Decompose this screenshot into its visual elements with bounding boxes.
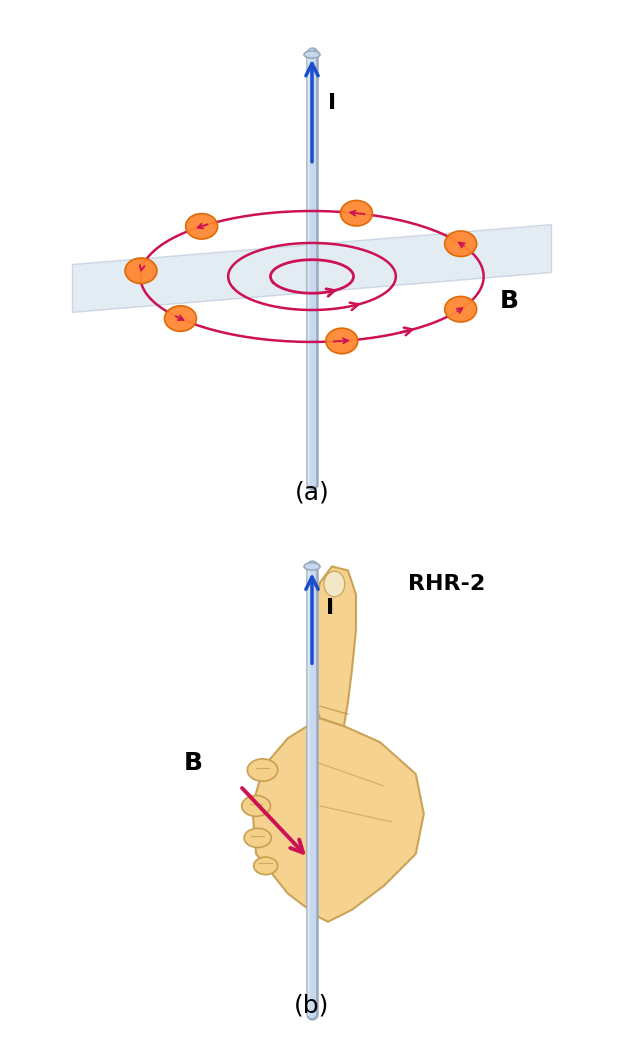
- Ellipse shape: [241, 795, 270, 816]
- Ellipse shape: [186, 214, 218, 239]
- Ellipse shape: [254, 857, 278, 875]
- Text: B: B: [184, 751, 203, 776]
- Text: RHR-2: RHR-2: [408, 574, 485, 594]
- Polygon shape: [72, 224, 552, 312]
- Polygon shape: [252, 718, 424, 922]
- Ellipse shape: [326, 328, 358, 354]
- Text: (b): (b): [295, 994, 329, 1018]
- Ellipse shape: [125, 258, 157, 284]
- Text: I: I: [326, 598, 334, 618]
- Ellipse shape: [165, 306, 197, 331]
- Ellipse shape: [304, 563, 320, 570]
- Ellipse shape: [247, 759, 278, 781]
- Ellipse shape: [304, 51, 320, 58]
- Text: B: B: [500, 289, 519, 313]
- Text: I: I: [328, 93, 336, 113]
- Ellipse shape: [244, 828, 271, 848]
- Polygon shape: [308, 566, 356, 726]
- Ellipse shape: [341, 200, 373, 226]
- Ellipse shape: [445, 231, 477, 257]
- Text: (a): (a): [295, 480, 329, 504]
- Ellipse shape: [445, 297, 477, 322]
- Ellipse shape: [324, 571, 344, 596]
